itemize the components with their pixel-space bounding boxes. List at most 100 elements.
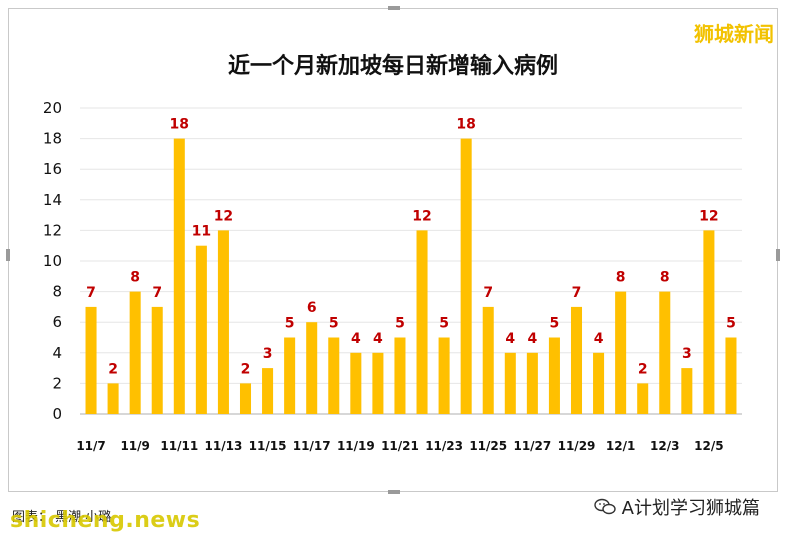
bar: [129, 291, 141, 414]
bar: [504, 352, 516, 414]
y-tick-label: 10: [43, 252, 62, 270]
bar: [593, 352, 605, 414]
y-tick-label: 2: [52, 374, 62, 392]
bar: [306, 322, 318, 414]
x-tick-label: 11/13: [205, 439, 243, 453]
data-label: 12: [214, 208, 233, 224]
y-tick-label: 4: [52, 344, 62, 362]
data-label: 18: [456, 117, 475, 133]
x-tick-label: 12/3: [650, 439, 679, 453]
bar: [328, 337, 340, 414]
data-label: 2: [241, 361, 251, 377]
brand-watermark: shicheng.news: [10, 508, 201, 533]
y-tick-label: 14: [43, 191, 62, 209]
data-label: 5: [395, 316, 405, 332]
bar: [151, 306, 163, 414]
x-tick-label: 12/5: [694, 439, 723, 453]
resize-handle-bottom[interactable]: [388, 490, 400, 494]
bar: [85, 306, 97, 414]
bar: [394, 337, 406, 414]
data-label: 5: [726, 316, 736, 332]
bar: [659, 291, 671, 414]
bar: [350, 352, 362, 414]
data-label: 12: [412, 208, 431, 224]
bar: [239, 383, 252, 414]
chart-title: 近一个月新加坡每日新增输入病例: [227, 54, 558, 79]
y-tick-label: 0: [52, 405, 62, 423]
data-label: 4: [373, 331, 383, 347]
data-label: 7: [483, 285, 493, 301]
bar: [681, 368, 693, 414]
y-tick-label: 16: [43, 160, 62, 178]
data-label: 4: [594, 331, 604, 347]
bar: [460, 138, 472, 414]
x-tick-label: 11/7: [76, 439, 105, 453]
x-tick-label: 11/23: [425, 439, 463, 453]
bar: [438, 337, 450, 414]
data-label: 2: [108, 361, 118, 377]
data-label: 7: [86, 285, 96, 301]
x-tick-label: 11/15: [249, 439, 287, 453]
resize-handle-left[interactable]: [6, 249, 10, 261]
bar: [703, 230, 715, 414]
data-label: 3: [682, 346, 692, 362]
x-tick-label: 11/25: [469, 439, 507, 453]
bar: [416, 230, 428, 414]
data-label: 3: [263, 346, 273, 362]
data-label: 5: [285, 316, 295, 332]
x-tick-label: 11/29: [558, 439, 596, 453]
x-tick-label: 11/11: [160, 439, 198, 453]
y-tick-labels: 0 2 4 6 8 10 12 14 16 18 20: [43, 99, 62, 423]
bar: [195, 245, 207, 414]
bar: [284, 337, 296, 414]
data-label: 5: [439, 316, 449, 332]
x-tick-label: 11/9: [120, 439, 149, 453]
bar: [526, 352, 538, 414]
bar: [548, 337, 560, 414]
x-tick-label: 11/27: [513, 439, 551, 453]
data-label: 7: [152, 285, 162, 301]
y-tick-label: 8: [52, 283, 62, 301]
data-label: 7: [572, 285, 582, 301]
x-tick-label: 11/21: [381, 439, 419, 453]
resize-handle-top[interactable]: [388, 6, 400, 10]
data-label: 5: [329, 316, 339, 332]
data-label: 4: [505, 331, 515, 347]
data-label: 5: [550, 316, 560, 332]
watermark-logo-text: 狮城新闻: [694, 22, 774, 46]
bar: [570, 306, 583, 414]
data-label: 12: [699, 208, 718, 224]
y-tick-label: 18: [43, 130, 62, 148]
x-tick-label: 11/19: [337, 439, 375, 453]
y-tick-label: 20: [43, 99, 62, 117]
bars: [85, 138, 737, 414]
x-tick-label: 12/1: [606, 439, 635, 453]
x-tick-labels: 11/7 11/9 11/11 11/13 11/15 11/17 11/19 11/21 11…: [76, 439, 723, 453]
bar: [173, 138, 185, 414]
bar: [217, 230, 229, 414]
gridlines: [80, 107, 742, 384]
bar: [482, 306, 494, 414]
bar: [372, 352, 384, 414]
data-label: 2: [638, 361, 648, 377]
data-label: 11: [192, 224, 211, 240]
wechat-icon: [593, 498, 616, 515]
wechat-account[interactable]: A计划学习狮城篇: [593, 494, 760, 520]
data-label: 8: [616, 270, 626, 286]
bar: [107, 383, 119, 414]
data-label: 6: [307, 300, 317, 316]
bar: [725, 337, 737, 414]
chart-credit: 图表： 黑潮·小璐: [12, 510, 112, 525]
data-label: 8: [660, 270, 670, 286]
data-label: 18: [170, 117, 189, 133]
y-tick-label: 6: [52, 313, 62, 331]
resize-handle-right[interactable]: [776, 249, 780, 261]
data-label: 4: [351, 331, 361, 347]
wechat-label: A计划学习狮城篇: [621, 498, 760, 519]
x-tick-label: 11/17: [293, 439, 331, 453]
y-tick-label: 12: [43, 221, 62, 239]
data-label: 4: [527, 331, 537, 347]
bar: [615, 291, 627, 414]
